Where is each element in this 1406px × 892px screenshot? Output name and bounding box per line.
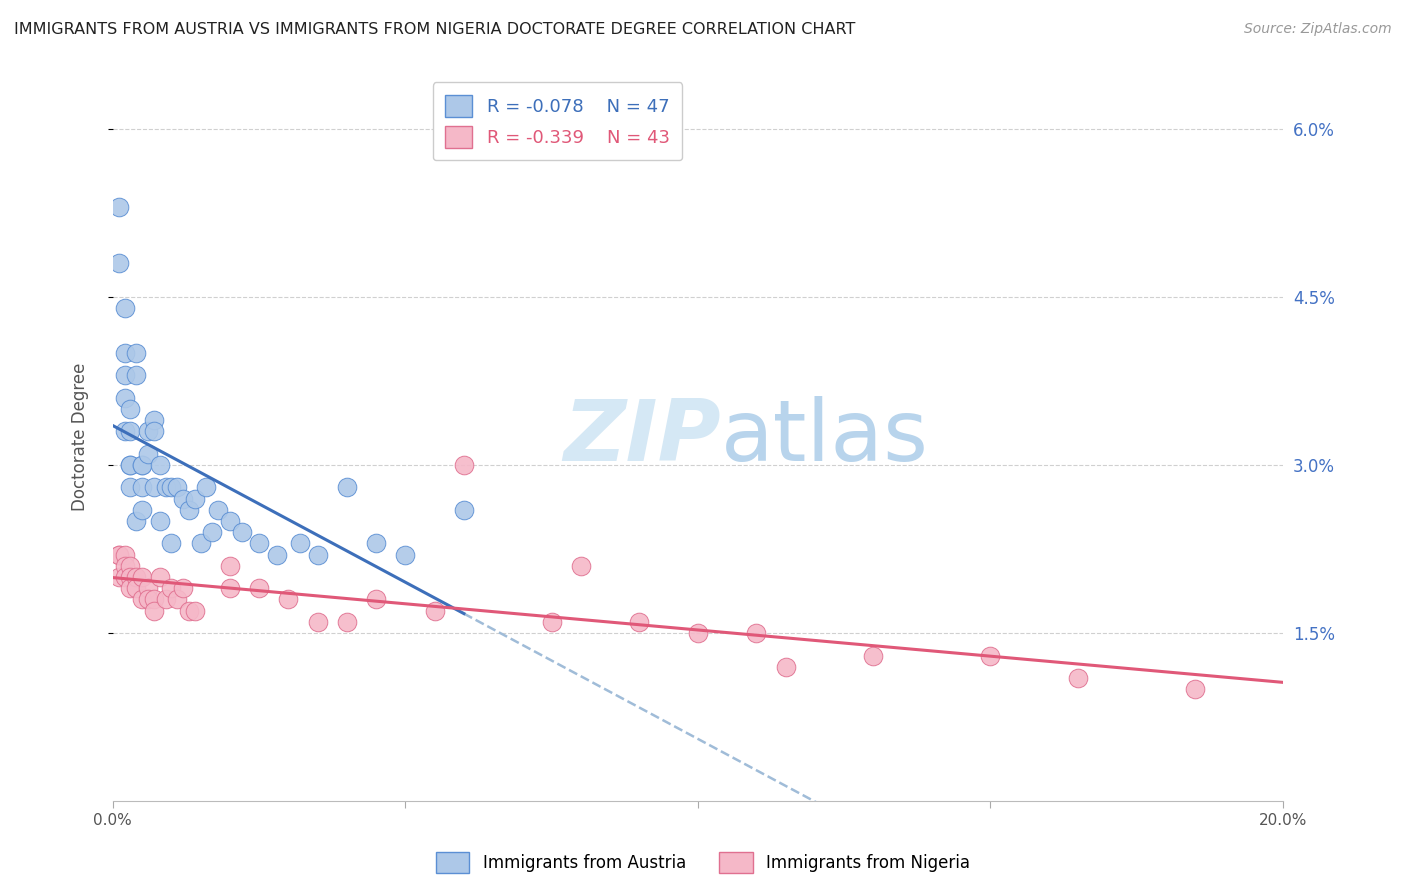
Point: [114, 391, 136, 405]
Point: [107, 548, 129, 562]
Point: [160, 582, 183, 596]
Point: [160, 536, 183, 550]
Point: [190, 536, 212, 550]
Point: [125, 514, 148, 528]
Point: [136, 592, 159, 607]
Point: [125, 346, 148, 360]
Point: [231, 525, 253, 540]
Point: [131, 458, 153, 472]
Point: [1067, 671, 1090, 685]
Point: [131, 592, 153, 607]
Point: [114, 548, 136, 562]
Point: [107, 256, 129, 270]
Point: [120, 402, 142, 417]
Point: [394, 548, 416, 562]
Point: [107, 201, 129, 215]
Point: [277, 592, 299, 607]
Point: [136, 425, 159, 439]
Point: [120, 582, 142, 596]
Point: [862, 648, 884, 663]
Point: [160, 480, 183, 494]
Point: [142, 425, 165, 439]
Point: [125, 368, 148, 383]
Point: [149, 570, 172, 584]
Text: IMMIGRANTS FROM AUSTRIA VS IMMIGRANTS FROM NIGERIA DOCTORATE DEGREE CORRELATION : IMMIGRANTS FROM AUSTRIA VS IMMIGRANTS FR…: [14, 22, 855, 37]
Point: [628, 615, 651, 629]
Point: [155, 480, 177, 494]
Point: [288, 536, 311, 550]
Point: [120, 480, 142, 494]
Point: [195, 480, 218, 494]
Point: [149, 514, 172, 528]
Point: [247, 582, 270, 596]
Point: [1184, 682, 1206, 697]
Point: [114, 301, 136, 316]
Point: [177, 604, 200, 618]
Legend: R = -0.078    N = 47, R = -0.339    N = 43: R = -0.078 N = 47, R = -0.339 N = 43: [433, 82, 682, 161]
Point: [125, 570, 148, 584]
Point: [142, 604, 165, 618]
Point: [136, 582, 159, 596]
Point: [686, 626, 709, 640]
Point: [423, 604, 446, 618]
Point: [149, 458, 172, 472]
Point: [120, 425, 142, 439]
Point: [218, 582, 240, 596]
Point: [745, 626, 768, 640]
Point: [114, 425, 136, 439]
Point: [114, 558, 136, 573]
Point: [336, 480, 359, 494]
Text: Source: ZipAtlas.com: Source: ZipAtlas.com: [1244, 22, 1392, 37]
Point: [114, 570, 136, 584]
Point: [307, 615, 329, 629]
Point: [172, 582, 194, 596]
Point: [979, 648, 1001, 663]
Point: [166, 480, 188, 494]
Point: [218, 514, 240, 528]
Point: [131, 570, 153, 584]
Point: [142, 480, 165, 494]
Point: [131, 480, 153, 494]
Text: atlas: atlas: [721, 395, 929, 478]
Point: [131, 458, 153, 472]
Text: ZIP: ZIP: [564, 395, 721, 478]
Point: [247, 536, 270, 550]
Point: [569, 558, 592, 573]
Point: [177, 503, 200, 517]
Point: [207, 503, 229, 517]
Point: [125, 582, 148, 596]
Point: [136, 447, 159, 461]
Point: [775, 659, 797, 673]
Point: [184, 491, 207, 506]
Point: [120, 458, 142, 472]
Point: [120, 458, 142, 472]
Point: [540, 615, 562, 629]
Point: [366, 536, 388, 550]
Point: [453, 458, 475, 472]
Point: [184, 604, 207, 618]
Point: [453, 503, 475, 517]
Point: [166, 592, 188, 607]
Point: [336, 615, 359, 629]
Point: [155, 592, 177, 607]
Point: [114, 368, 136, 383]
Point: [142, 413, 165, 427]
Point: [172, 491, 194, 506]
Point: [131, 503, 153, 517]
Point: [120, 570, 142, 584]
Point: [114, 346, 136, 360]
Point: [107, 548, 129, 562]
Point: [201, 525, 224, 540]
Point: [120, 558, 142, 573]
Point: [142, 592, 165, 607]
Point: [366, 592, 388, 607]
Point: [307, 548, 329, 562]
Point: [107, 570, 129, 584]
Point: [218, 558, 240, 573]
Legend: Immigrants from Austria, Immigrants from Nigeria: Immigrants from Austria, Immigrants from…: [429, 846, 977, 880]
Y-axis label: Doctorate Degree: Doctorate Degree: [72, 363, 89, 511]
Point: [266, 548, 288, 562]
